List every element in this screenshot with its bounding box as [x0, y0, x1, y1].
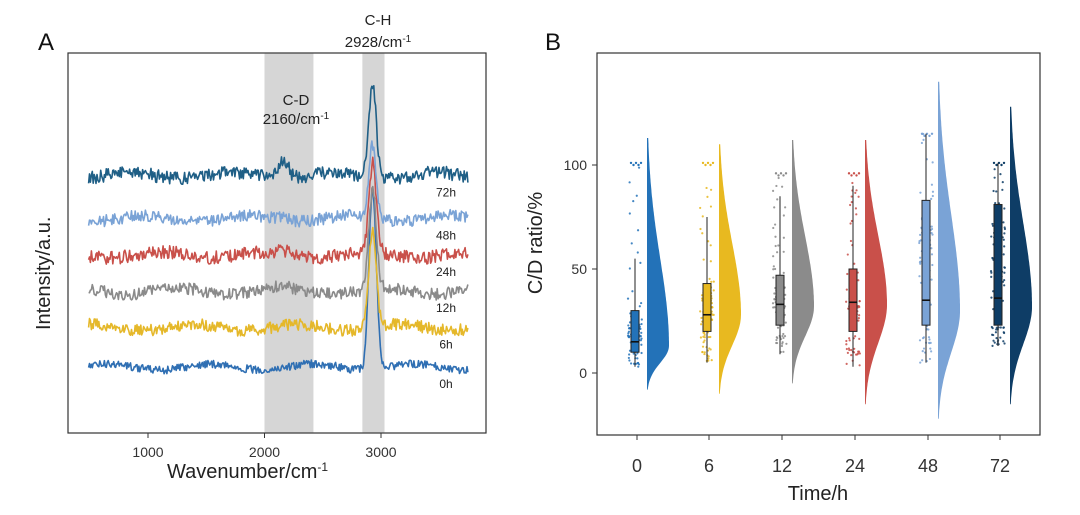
- panel-a-y-axis-title: Intensity/a.u.: [33, 217, 55, 330]
- series-labels: 0h 6h 12h 24h 48h 72h: [436, 186, 456, 391]
- violin-0: [647, 137, 669, 390]
- violin-48: [938, 81, 960, 419]
- x-tick-6: 6: [704, 456, 714, 476]
- series-label-0h: 0h: [439, 377, 452, 391]
- violin-12: [792, 140, 814, 384]
- band-center-c-d: 2160/cm-1: [263, 111, 330, 129]
- box-72: [993, 204, 1003, 326]
- spectrum-72h: [87, 85, 469, 185]
- panel-a-x-axis-title: Wavenumber/cm-1: [167, 460, 328, 483]
- band-annotations: C-D 2160/cm-1 C-H 2928/cm-1: [263, 12, 412, 128]
- group-72h: [989, 106, 1032, 405]
- panel-b-x-ticks: 0 6 12 24 48 72: [632, 435, 1010, 476]
- y-tick-0: 0: [579, 365, 587, 381]
- x-tick-0: 0: [632, 456, 642, 476]
- spectra-layer: [87, 85, 469, 375]
- series-label-24h: 24h: [436, 265, 456, 279]
- box-12: [775, 274, 785, 326]
- spectrum-24h: [87, 156, 469, 265]
- box-6: [702, 283, 712, 332]
- points-0: [626, 161, 643, 368]
- panel-b: B 0 50 100 0 6 12 24 48 72 Time/h C/D ratio/%: [525, 29, 1041, 505]
- group-6h: [699, 144, 741, 394]
- panel-b-y-ticks: 0 50 100: [564, 157, 597, 381]
- spectrum-12h: [88, 185, 469, 301]
- panel-a: A 1000 2000 3000 C-D2160/cm-1C-H2928/cm-1 …: [33, 12, 487, 483]
- panel-a-letter: A: [38, 29, 54, 56]
- violin-6: [719, 144, 741, 394]
- spectrum-0h: [87, 188, 469, 375]
- panel-a-frame: [67, 52, 487, 434]
- panel-b-frame: [596, 52, 1041, 436]
- x-tick-2000: 2000: [249, 444, 280, 460]
- box-48: [921, 199, 931, 326]
- violin-72: [1010, 106, 1032, 405]
- band-label-c-h: C-H: [365, 12, 392, 29]
- panel-b-x-axis-title: Time/h: [788, 483, 848, 505]
- x-tick-72: 72: [990, 456, 1010, 476]
- y-tick-100: 100: [564, 157, 588, 173]
- x-tick-3000: 3000: [365, 444, 396, 460]
- spectrum-48h: [87, 140, 469, 228]
- x-tick-48: 48: [918, 456, 938, 476]
- box-violin-layer: [626, 81, 1032, 419]
- series-label-6h: 6h: [439, 337, 452, 351]
- series-label-12h: 12h: [436, 301, 456, 315]
- panel-a-x-ticks: 1000 2000 3000: [132, 433, 397, 460]
- group-24h: [845, 140, 887, 405]
- series-label-48h: 48h: [436, 229, 456, 243]
- group-48h: [918, 81, 960, 419]
- series-label-72h: 72h: [436, 186, 456, 200]
- violin-24: [865, 140, 887, 405]
- panel-b-letter: B: [545, 29, 561, 56]
- panel-b-y-axis-title: C/D ratio/%: [525, 192, 547, 294]
- band-c-h: [362, 53, 385, 433]
- spectrum-6h: [87, 226, 469, 337]
- band-center-c-h: 2928/cm-1: [345, 34, 412, 52]
- x-tick-24: 24: [845, 456, 865, 476]
- box-0: [630, 310, 640, 353]
- band-label-c-d: C-D: [283, 92, 310, 109]
- y-tick-50: 50: [571, 261, 587, 277]
- x-tick-12: 12: [772, 456, 792, 476]
- group-12h: [771, 140, 814, 384]
- x-tick-1000: 1000: [132, 444, 163, 460]
- box-24: [848, 268, 858, 332]
- group-0h: [626, 137, 669, 390]
